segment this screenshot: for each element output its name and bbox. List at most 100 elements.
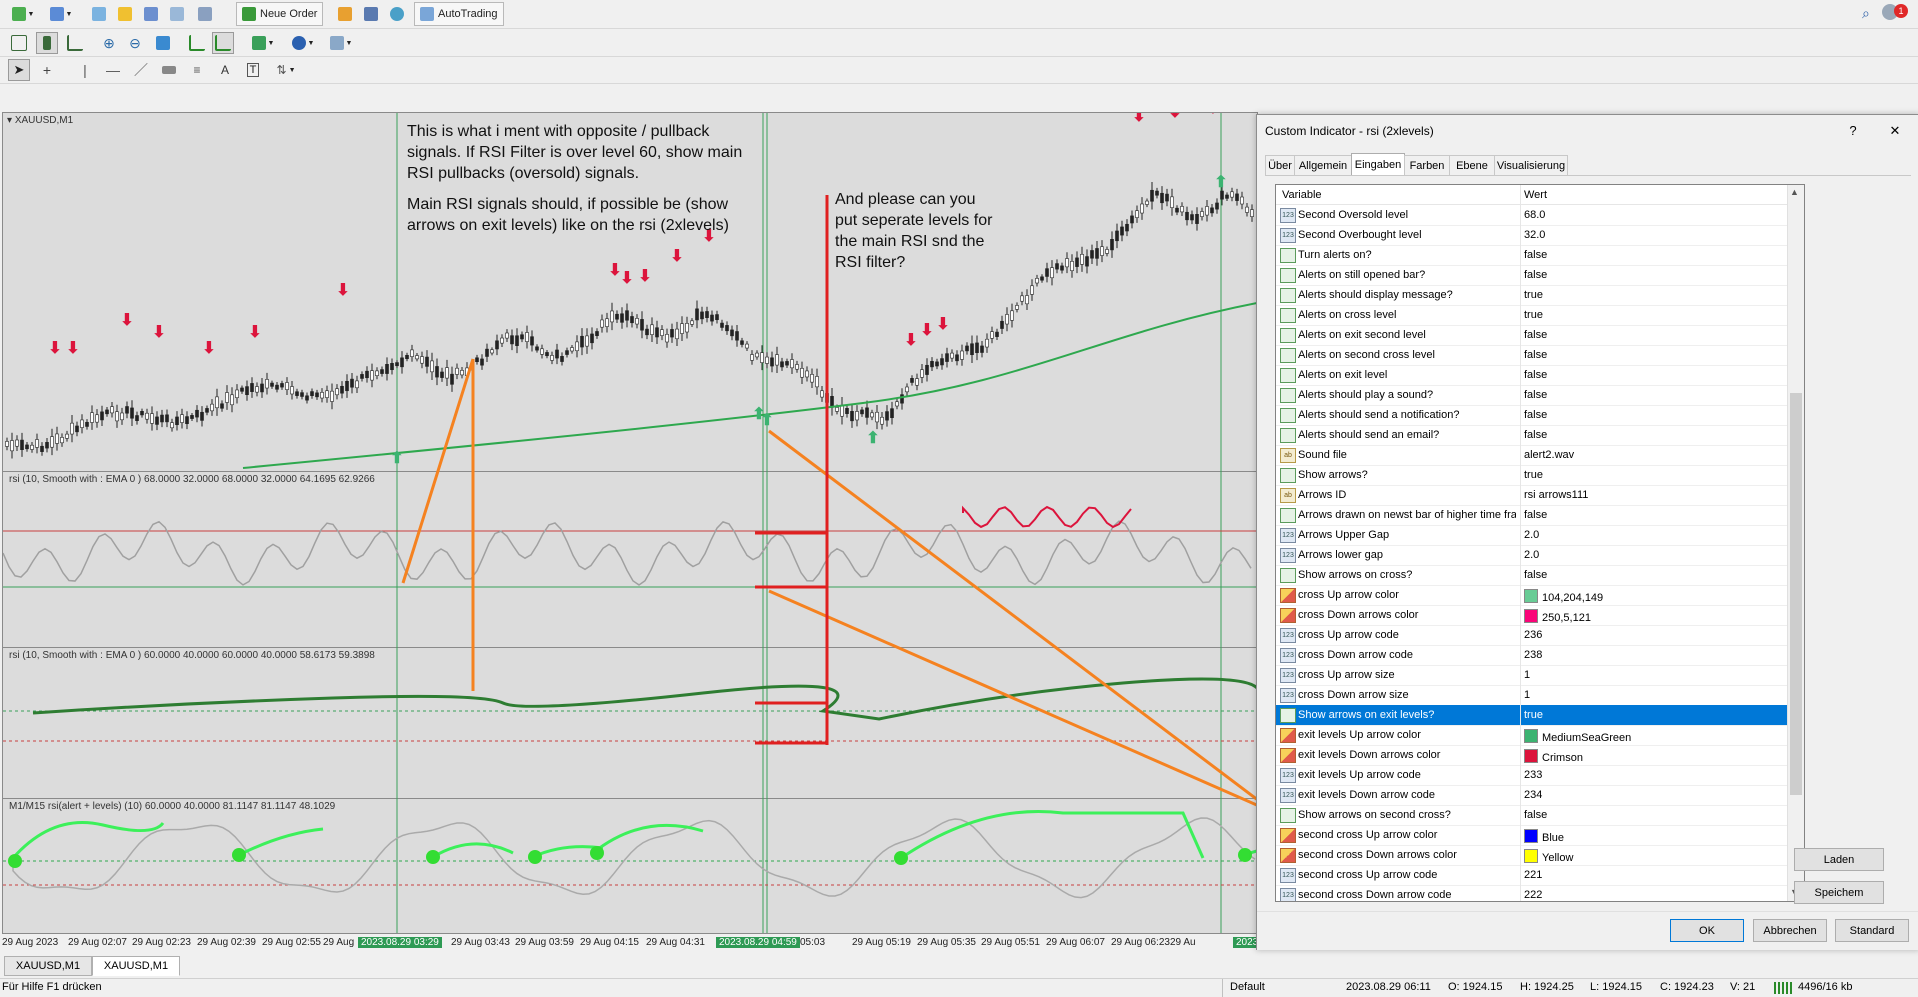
search-icon[interactable]: ⌕ bbox=[1862, 5, 1870, 21]
input-value[interactable]: rsi arrows111 bbox=[1524, 489, 1784, 501]
input-value[interactable]: 250,5,121 bbox=[1524, 609, 1784, 624]
input-value[interactable]: true bbox=[1524, 469, 1784, 481]
input-value[interactable]: false bbox=[1524, 269, 1784, 281]
input-value[interactable]: MediumSeaGreen bbox=[1524, 729, 1784, 744]
input-value[interactable]: false bbox=[1524, 429, 1784, 441]
input-row[interactable]: exit levels Down arrows color Crimson bbox=[1276, 745, 1787, 766]
input-row[interactable]: Alerts on exit second level false bbox=[1276, 325, 1787, 346]
input-value[interactable]: Blue bbox=[1524, 829, 1784, 844]
help-button[interactable]: ? bbox=[1849, 123, 1857, 138]
templates-button[interactable]: ▼ bbox=[324, 32, 358, 54]
input-value[interactable]: true bbox=[1524, 709, 1784, 721]
input-row[interactable]: 123 cross Up arrow code 236 bbox=[1276, 625, 1787, 646]
cancel-button[interactable]: Abbrechen bbox=[1753, 919, 1827, 942]
mtf-rsi-pane[interactable]: M1/M15 rsi(alert + levels) (10) 60.0000 … bbox=[3, 799, 1257, 919]
tab-inputs[interactable]: Eingaben bbox=[1351, 153, 1405, 176]
scroll-up-icon[interactable]: ▲ bbox=[1790, 187, 1799, 197]
input-value[interactable]: Yellow bbox=[1524, 849, 1784, 864]
channel-button[interactable] bbox=[158, 59, 180, 81]
market-watch-button[interactable] bbox=[88, 3, 110, 25]
input-value[interactable]: Crimson bbox=[1524, 749, 1784, 764]
horizontal-line-button[interactable]: — bbox=[102, 59, 124, 81]
input-value[interactable]: 233 bbox=[1524, 769, 1784, 781]
input-value[interactable]: true bbox=[1524, 309, 1784, 321]
input-row[interactable]: Alerts on cross level true bbox=[1276, 305, 1787, 326]
input-row[interactable]: Show arrows on second cross? false bbox=[1276, 805, 1787, 826]
input-value[interactable]: 2.0 bbox=[1524, 529, 1784, 541]
input-value[interactable]: 234 bbox=[1524, 789, 1784, 801]
fibo-button[interactable]: ≡ bbox=[186, 59, 208, 81]
default-button[interactable]: Standard bbox=[1835, 919, 1909, 942]
input-value[interactable]: 68.0 bbox=[1524, 209, 1784, 221]
inputs-grid[interactable]: Variable Wert 123 Second Oversold level 68… bbox=[1275, 184, 1805, 902]
input-value[interactable]: 236 bbox=[1524, 629, 1784, 641]
input-row[interactable]: 123 Second Oversold level 68.0 bbox=[1276, 205, 1787, 226]
ok-button[interactable]: OK bbox=[1670, 919, 1744, 942]
input-row[interactable]: 123 Arrows lower gap 2.0 bbox=[1276, 545, 1787, 566]
input-row[interactable]: Alerts should display message? true bbox=[1276, 285, 1787, 306]
auto-scroll-button[interactable] bbox=[186, 32, 208, 54]
window-tab-2[interactable]: XAUUSD,M1 bbox=[92, 956, 180, 976]
input-value[interactable]: false bbox=[1524, 509, 1784, 521]
tab-visualization[interactable]: Visualisierung bbox=[1494, 155, 1568, 175]
input-row[interactable]: ab Sound file alert2.wav bbox=[1276, 445, 1787, 466]
trendline-button[interactable]: ／ bbox=[130, 59, 152, 81]
tile-windows-button[interactable] bbox=[152, 32, 174, 54]
tester-button[interactable] bbox=[194, 3, 216, 25]
text-button[interactable]: A bbox=[214, 59, 236, 81]
input-value[interactable]: false bbox=[1524, 409, 1784, 421]
input-row[interactable]: Alerts on still opened bar? false bbox=[1276, 265, 1787, 286]
input-row[interactable]: exit levels Up arrow color MediumSeaGreen bbox=[1276, 725, 1787, 746]
close-button[interactable]: ✕ bbox=[1889, 123, 1901, 138]
input-row[interactable]: second cross Up arrow color Blue bbox=[1276, 825, 1787, 846]
input-value[interactable]: false bbox=[1524, 809, 1784, 821]
input-row[interactable]: cross Up arrow color 104,204,149 bbox=[1276, 585, 1787, 606]
input-value[interactable]: 1 bbox=[1524, 689, 1784, 701]
cursor-button[interactable]: ➤ bbox=[8, 59, 30, 81]
chart-window[interactable]: ▾ XAUUSD,M1 rsi (10, Smooth with : EMA 0… bbox=[2, 112, 1258, 934]
save-button[interactable]: Speichem bbox=[1794, 881, 1884, 904]
line-chart-button[interactable] bbox=[64, 32, 86, 54]
input-row[interactable]: 123 Second Overbought level 32.0 bbox=[1276, 225, 1787, 246]
autotrading-button[interactable]: AutoTrading bbox=[414, 2, 504, 26]
input-row[interactable]: Alerts on second cross level false bbox=[1276, 345, 1787, 366]
signals-button[interactable] bbox=[360, 3, 382, 25]
bar-chart-button[interactable] bbox=[8, 32, 30, 54]
terminal-button[interactable] bbox=[166, 3, 188, 25]
grid-scrollbar[interactable]: ▲ ▼ bbox=[1787, 185, 1804, 901]
navigator-button[interactable] bbox=[140, 3, 162, 25]
input-row[interactable]: 123 second cross Down arrow code 222 bbox=[1276, 885, 1787, 901]
periods-button[interactable]: ▼ bbox=[286, 32, 320, 54]
tab-level[interactable]: Ebene bbox=[1449, 155, 1495, 175]
input-row[interactable]: 123 cross Down arrow size 1 bbox=[1276, 685, 1787, 706]
zoom-in-button[interactable]: ⊕ bbox=[98, 32, 120, 54]
rsi-filter-pane[interactable]: rsi (10, Smooth with : EMA 0 ) 60.0000 4… bbox=[3, 648, 1257, 799]
profiles-button[interactable]: ▼ bbox=[44, 3, 78, 25]
market-button[interactable] bbox=[386, 3, 408, 25]
input-value[interactable]: 1 bbox=[1524, 669, 1784, 681]
chart-shift-button[interactable] bbox=[212, 32, 234, 54]
input-value[interactable]: 2.0 bbox=[1524, 549, 1784, 561]
candle-chart-button[interactable] bbox=[36, 32, 58, 54]
input-row[interactable]: Alerts on exit level false bbox=[1276, 365, 1787, 386]
input-row[interactable]: 123 exit levels Up arrow code 233 bbox=[1276, 765, 1787, 786]
input-row[interactable]: 123 exit levels Down arrow code 234 bbox=[1276, 785, 1787, 806]
input-row[interactable]: Show arrows? true bbox=[1276, 465, 1787, 486]
input-row[interactable]: 123 cross Up arrow size 1 bbox=[1276, 665, 1787, 686]
input-row[interactable]: Alerts should send an email? false bbox=[1276, 425, 1787, 446]
crosshair-button[interactable]: + bbox=[36, 59, 58, 81]
input-value[interactable]: false bbox=[1524, 349, 1784, 361]
indicators-button[interactable]: ▼ bbox=[246, 32, 280, 54]
input-value[interactable]: false bbox=[1524, 369, 1784, 381]
input-row[interactable]: second cross Down arrows color Yellow bbox=[1276, 845, 1787, 866]
input-row[interactable]: ab Arrows ID rsi arrows111 bbox=[1276, 485, 1787, 506]
input-value[interactable]: 32.0 bbox=[1524, 229, 1784, 241]
input-value[interactable]: 104,204,149 bbox=[1524, 589, 1784, 604]
rsi-main-pane[interactable]: rsi (10, Smooth with : EMA 0 ) 68.0000 3… bbox=[3, 472, 1257, 648]
input-row[interactable]: Arrows drawn on newst bar of higher time… bbox=[1276, 505, 1787, 526]
input-value[interactable]: 238 bbox=[1524, 649, 1784, 661]
input-row[interactable]: Alerts should play a sound? false bbox=[1276, 385, 1787, 406]
input-value[interactable]: false bbox=[1524, 569, 1784, 581]
input-value[interactable]: false bbox=[1524, 389, 1784, 401]
label-button[interactable]: T bbox=[242, 59, 264, 81]
